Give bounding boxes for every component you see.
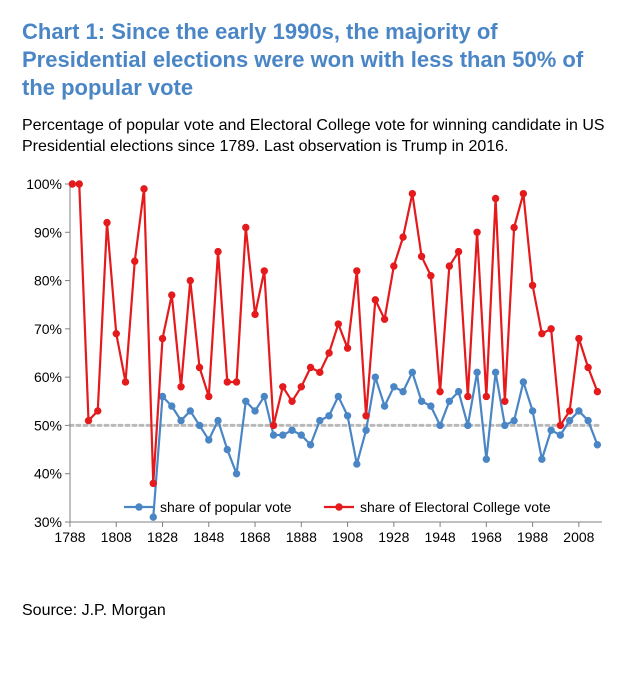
svg-text:1848: 1848 <box>193 529 224 545</box>
svg-text:1928: 1928 <box>378 529 409 545</box>
chart-source: Source: J.P. Morgan <box>22 602 610 620</box>
svg-text:1948: 1948 <box>425 529 456 545</box>
svg-text:1988: 1988 <box>517 529 548 545</box>
svg-text:1888: 1888 <box>286 529 317 545</box>
elections-line-chart: 30% 40% 50% 60% 70% 80% 90% 100% 1788 1808 1828 184… <box>22 172 610 572</box>
svg-text:1968: 1968 <box>471 529 502 545</box>
svg-text:share of popular vote: share of popular vote <box>160 499 292 515</box>
svg-text:1828: 1828 <box>147 529 178 545</box>
svg-text:40%: 40% <box>34 466 62 482</box>
svg-text:2008: 2008 <box>563 529 594 545</box>
chart-subtitle: Percentage of popular vote and Electoral… <box>22 116 610 158</box>
svg-text:30%: 30% <box>34 514 62 530</box>
svg-text:share of Electoral College vot: share of Electoral College vote <box>360 499 551 515</box>
svg-text:90%: 90% <box>34 224 62 240</box>
svg-text:100%: 100% <box>26 176 62 192</box>
svg-text:1868: 1868 <box>239 529 270 545</box>
svg-text:1908: 1908 <box>332 529 363 545</box>
svg-text:80%: 80% <box>34 273 62 289</box>
svg-text:70%: 70% <box>34 321 62 337</box>
svg-text:1808: 1808 <box>101 529 132 545</box>
chart-title: Chart 1: Since the early 1990s, the majo… <box>22 18 610 102</box>
svg-text:1788: 1788 <box>54 529 85 545</box>
svg-text:50%: 50% <box>34 417 62 433</box>
svg-text:60%: 60% <box>34 369 62 385</box>
